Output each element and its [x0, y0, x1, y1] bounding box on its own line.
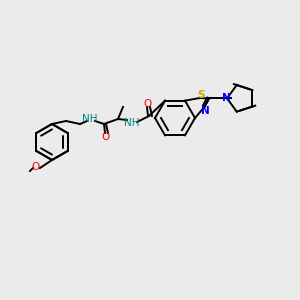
Text: NH: NH: [124, 118, 140, 128]
Text: NH: NH: [82, 114, 98, 124]
Text: O: O: [143, 99, 151, 109]
Text: S: S: [197, 90, 204, 100]
Text: N: N: [222, 93, 230, 103]
Text: N: N: [201, 106, 210, 116]
Text: O: O: [32, 162, 40, 172]
Text: O: O: [102, 132, 110, 142]
